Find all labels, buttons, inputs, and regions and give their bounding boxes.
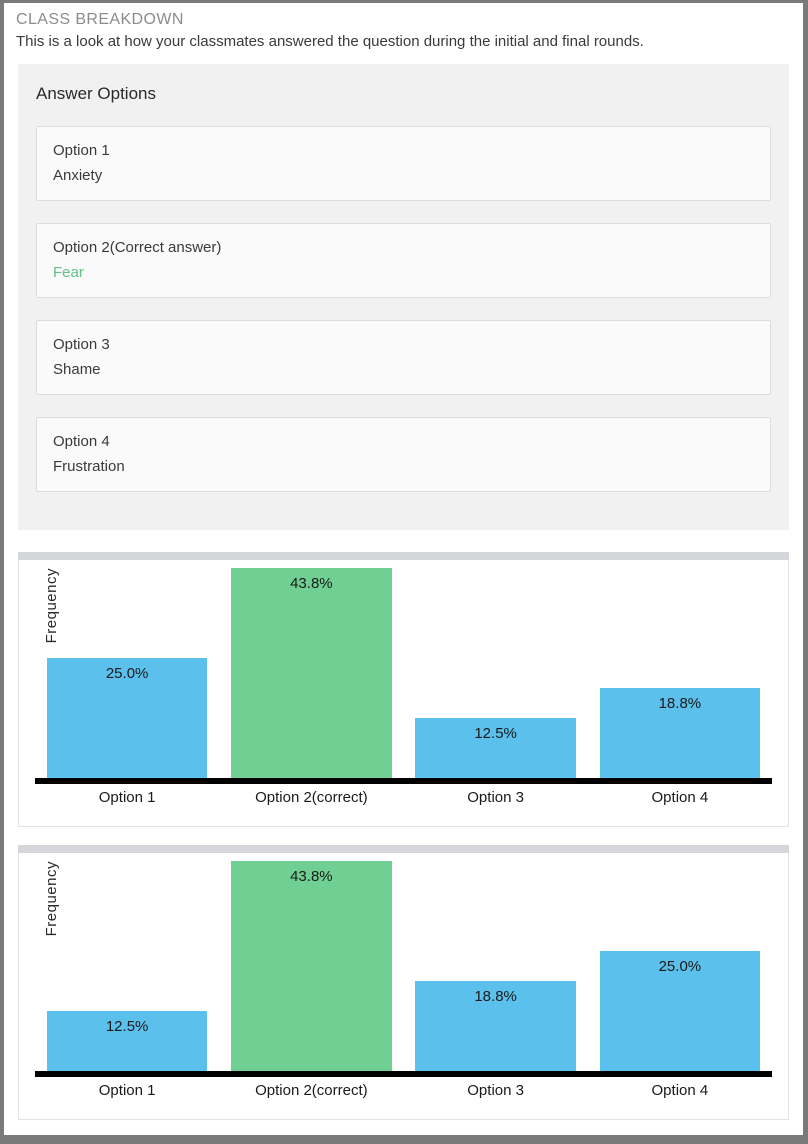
- chart-top-strip: [18, 552, 789, 560]
- x-axis-labels: Option 1 Option 2(correct) Option 3 Option …: [35, 1082, 772, 1099]
- bar-value-label: 25.0%: [658, 958, 702, 975]
- bar-column: 43.8%: [219, 859, 403, 1071]
- option-text: Frustration: [53, 458, 125, 475]
- x-axis-tick-label: Option 4: [651, 1082, 709, 1099]
- option-card-1: Option 1 Anxiety: [36, 126, 771, 201]
- bar-column: 43.8%: [219, 566, 403, 778]
- bar-column: 18.8%: [588, 566, 772, 778]
- bar-option: 12.5%: [415, 718, 576, 778]
- x-axis-line: [35, 778, 772, 784]
- bar-value-label: 12.5%: [474, 725, 517, 742]
- x-axis-tick-label: Option 1: [98, 789, 156, 806]
- option-label: Option 3: [53, 336, 110, 353]
- option-card-3: Option 3 Shame: [36, 320, 771, 395]
- page-title: CLASS BREAKDOWN: [16, 11, 184, 28]
- option-card-2-correct: Option 2(Correct answer) Fear: [36, 223, 771, 298]
- bar-correct-option: 43.8%: [231, 568, 392, 778]
- bar-option: 18.8%: [415, 981, 576, 1071]
- bar-option: 25.0%: [599, 951, 761, 1071]
- option-text: Shame: [53, 361, 101, 378]
- bar-value-label: 12.5%: [105, 1018, 149, 1035]
- bar-column: 25.0%: [35, 566, 219, 778]
- page-header: CLASS BREAKDOWN This is a look at how yo…: [4, 3, 803, 50]
- y-axis-label: Frequency: [43, 861, 60, 937]
- bar-column: 18.8%: [404, 859, 588, 1071]
- answer-options-panel: Answer Options Option 1 Anxiety Option 2…: [18, 64, 789, 530]
- bar-value-label: 18.8%: [658, 695, 702, 712]
- option-label: Option 4: [53, 433, 110, 450]
- answer-options-heading: Answer Options: [36, 84, 156, 103]
- bar-column: 25.0%: [588, 859, 772, 1071]
- bar-correct-option: 43.8%: [231, 861, 392, 1071]
- bar-value-label: 25.0%: [105, 665, 149, 682]
- option-card-4: Option 4 Frustration: [36, 417, 771, 492]
- plot-area: 12.5% 43.8% 18.8% 25.0%: [35, 859, 772, 1071]
- option-text: Anxiety: [53, 167, 103, 184]
- plot-area: 25.0% 43.8% 12.5% 18.8%: [35, 566, 772, 778]
- bar-column: 12.5%: [35, 859, 219, 1071]
- x-axis-line: [35, 1071, 772, 1077]
- x-axis-tick-label: Option 1: [98, 1082, 156, 1099]
- bar-option: 12.5%: [46, 1011, 208, 1071]
- page-subtitle: This is a look at how your classmates an…: [16, 33, 644, 50]
- y-axis-label: Frequency: [43, 568, 60, 644]
- x-axis-tick-label: Option 2(correct): [255, 789, 368, 806]
- bar-value-label: 43.8%: [290, 868, 333, 885]
- bar-value-label: 43.8%: [290, 575, 333, 592]
- bar-value-label: 18.8%: [474, 988, 517, 1005]
- x-axis-tick-label: Option 2(correct): [255, 1082, 368, 1099]
- x-axis-tick-label: Option 3: [467, 789, 524, 806]
- bar-option: 25.0%: [46, 658, 208, 778]
- x-axis-tick-label: Option 3: [467, 1082, 524, 1099]
- bar-option: 18.8%: [599, 688, 761, 778]
- option-text-correct: Fear: [53, 264, 84, 281]
- option-label: Option 1: [53, 142, 110, 159]
- chart-top-strip: [18, 845, 789, 853]
- option-label: Option 2(Correct answer): [53, 239, 222, 256]
- bar-column: 12.5%: [404, 566, 588, 778]
- x-axis-tick-label: Option 4: [651, 789, 709, 806]
- x-axis-labels: Option 1 Option 2(correct) Option 3 Option …: [35, 789, 772, 806]
